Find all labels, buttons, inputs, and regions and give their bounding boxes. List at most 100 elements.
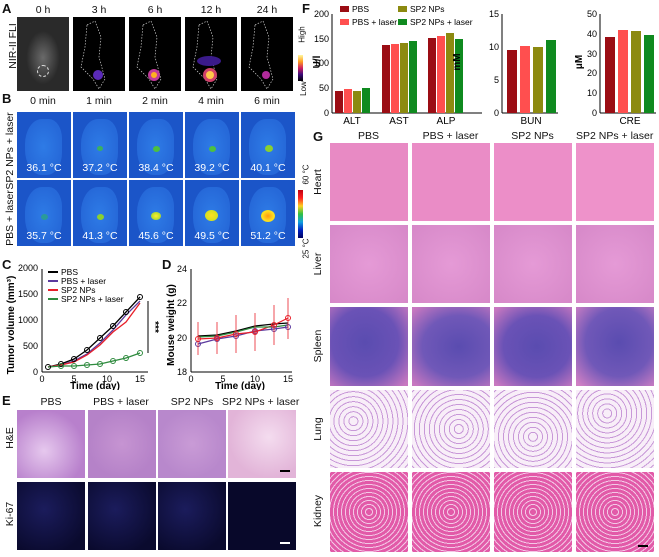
g-row-kidney: Kidney [312,494,324,528]
svg-text:10: 10 [489,42,499,52]
kidney-image-sp2-laser [576,472,654,552]
b-time-0: 0 min [30,95,56,107]
svg-text:1500: 1500 [18,289,38,299]
svg-text:50: 50 [587,9,597,19]
b-time-3: 4 min [198,95,224,107]
fli-image-0h [17,17,69,91]
spleen-image-pbs [330,307,408,386]
spleen-image-sp2 [494,307,572,386]
lung-image-pbs [330,390,408,468]
thermal-image-sp2-4: 40.1 °C [241,112,295,178]
thermal-image-sp2-0: 36.1 °C [17,112,71,178]
g-row-liver: Liver [312,252,324,276]
thermal-image-sp2-1: 37.2 °C [73,112,127,178]
ki67-image-pbs-laser [88,482,156,550]
svg-text:40: 40 [587,29,597,39]
thermal-image-pbs-2: 45.6 °C [129,180,183,246]
fli-image-12h [185,17,237,91]
ki67-image-pbs [17,482,85,550]
heart-image-pbs [330,143,408,221]
mouse-weight-chart: Mouse weight (g) 18 20 22 24 0 5 10 15 Time (d… [166,264,293,390]
svg-text:24: 24 [177,264,187,274]
svg-text:10: 10 [250,374,260,384]
svg-text:U/l: U/l [312,55,323,68]
thermal-image-pbs-4: 51.2 °C [241,180,295,246]
svg-text:20: 20 [587,68,597,78]
kidney-image-pbs-laser [412,472,490,552]
svg-text:SP2 NPs: SP2 NPs [61,285,96,295]
svg-text:30: 30 [587,49,597,59]
svg-text:Time (day): Time (day) [70,381,120,390]
he-image-sp2-laser [228,410,296,478]
a-time-3: 12 h [200,4,222,16]
svg-text:15: 15 [283,374,293,384]
lung-image-pbs-laser [412,390,490,468]
panel-label-e: E [2,393,11,408]
svg-text:PBS: PBS [352,4,369,14]
svg-text:0: 0 [494,108,499,118]
svg-text:AST: AST [389,116,408,125]
svg-text:5: 5 [220,374,225,384]
thermal-image-sp2-3: 39.2 °C [185,112,239,178]
svg-text:15: 15 [489,9,499,19]
svg-text:ALP: ALP [437,116,456,125]
svg-text:100: 100 [314,58,329,68]
svg-text:15: 15 [135,374,145,384]
svg-text:PBS + laser: PBS + laser [61,276,106,286]
e-col-2: SP2 NPs [170,396,214,408]
svg-text:200: 200 [314,9,329,19]
liver-image-sp2-laser [576,225,654,303]
panel-label-b: B [2,91,12,106]
svg-text:5: 5 [494,75,499,85]
svg-text:***: *** [149,321,160,333]
tumor-volume-chart: Tumor volume (mm³) 0 500 1000 1500 2000 0 5 10… [6,263,160,390]
svg-text:ALT: ALT [343,116,361,125]
scale-bar [280,470,290,472]
panel-label-c: C [2,257,12,272]
svg-text:22: 22 [177,298,187,308]
panel-label-d: D [162,257,172,272]
e-col-0: PBS [40,396,62,408]
svg-text:10: 10 [587,88,597,98]
svg-text:PBS: PBS [61,267,78,277]
svg-text:0: 0 [592,108,597,118]
svg-text:SP2 NPs + laser: SP2 NPs + laser [410,17,473,27]
svg-text:0: 0 [39,374,44,384]
svg-text:CRE: CRE [619,116,640,125]
heart-image-sp2 [494,143,572,221]
ki67-image-sp2-laser [228,482,296,550]
svg-text:2000: 2000 [18,263,38,273]
thermal-image-pbs-0: 35.7 °C [17,180,71,246]
svg-text:BUN: BUN [520,116,541,125]
svg-text:20: 20 [177,333,187,343]
e-row-1: Ki-67 [4,501,16,527]
lung-image-sp2-laser [576,390,654,468]
b-time-1: 1 min [86,95,112,107]
svg-text:150: 150 [314,34,329,44]
he-image-pbs [17,410,85,478]
panel-label-f: F [302,1,310,16]
he-image-sp2 [158,410,226,478]
fli-image-6h [129,17,181,91]
fli-image-3h [73,17,125,91]
svg-text:5: 5 [71,374,76,384]
e-col-3: SP2 NPs + laser [222,396,300,408]
svg-text:50: 50 [319,83,329,93]
kidney-image-sp2 [494,472,572,552]
kidney-image-pbs [330,472,408,552]
liver-image-pbs-laser [412,225,490,303]
liver-image-pbs [330,225,408,303]
thermal-image-pbs-3: 49.5 °C [185,180,239,246]
lung-image-sp2 [494,390,572,468]
g-row-lung: Lung [312,417,324,441]
svg-text:10: 10 [102,374,112,384]
svg-text:Time (day): Time (day) [215,381,265,390]
svg-text:Tumor volume (mm³): Tumor volume (mm³) [6,276,17,375]
svg-text:PBS + laser: PBS + laser [352,17,397,27]
b-time-2: 2 min [142,95,168,107]
g-col-0: PBS [357,130,379,142]
a-time-2: 6 h [147,4,163,16]
g-row-heart: Heart [312,169,324,195]
thermal-colorbar-max: 60 °C [301,164,311,185]
